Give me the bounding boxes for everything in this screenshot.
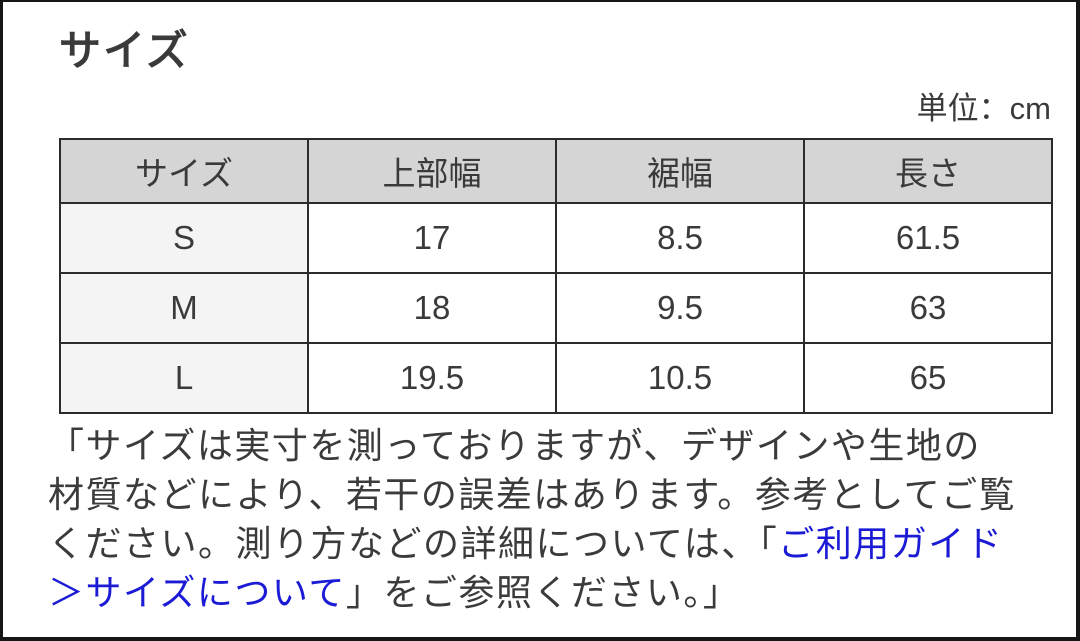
header-top-width: 上部幅 — [307, 138, 557, 204]
header-size: サイズ — [59, 138, 309, 204]
cell-length: 61.5 — [803, 202, 1053, 274]
row-size-label: M — [59, 272, 309, 344]
size-disclaimer-note: 「サイズは実寸を測っておりますが、デザインや生地の 材質などにより、若干の誤差は… — [48, 421, 1053, 617]
note-line-2: 材質などにより、若干の誤差はあります。参考としてご覧 — [48, 474, 1017, 515]
usage-guide-link[interactable]: ご利用ガイド — [778, 523, 1004, 564]
unit-label: 単位：cm — [916, 91, 1051, 126]
row-size-label: S — [59, 202, 309, 274]
note-line-3: ください。測り方などの詳細については、「ご利用ガイド — [48, 519, 1053, 568]
size-table: サイズ 上部幅 裾幅 長さ S 17 8.5 61.5 M 18 9.5 63 … — [59, 138, 1053, 414]
cell-hem-width: 10.5 — [555, 342, 805, 414]
cell-top-width: 18 — [307, 272, 557, 344]
cell-hem-width: 8.5 — [555, 202, 805, 274]
header-length: 長さ — [803, 138, 1053, 204]
cell-top-width: 19.5 — [307, 342, 557, 414]
note-text: 」をご参照ください。」 — [345, 572, 741, 613]
usage-guide-link[interactable]: ＞サイズについて — [48, 572, 346, 613]
cell-length: 63 — [803, 272, 1053, 344]
section-title: サイズ — [59, 27, 190, 74]
row-size-label: L — [59, 342, 309, 414]
cell-length: 65 — [803, 342, 1053, 414]
cell-top-width: 17 — [307, 202, 557, 274]
table-row: L 19.5 10.5 65 — [59, 342, 1053, 414]
table-row: S 17 8.5 61.5 — [59, 202, 1053, 274]
cell-hem-width: 9.5 — [555, 272, 805, 344]
size-chart-section: サイズ 単位：cm サイズ 上部幅 裾幅 長さ S 17 8.5 61.5 M … — [3, 26, 1076, 617]
note-line-1: 「サイズは実寸を測っておりますが、デザインや生地の — [48, 425, 981, 466]
table-header-row: サイズ 上部幅 裾幅 長さ — [59, 138, 1053, 204]
header-hem-width: 裾幅 — [555, 138, 805, 204]
note-text: ください。測り方などの詳細については、「 — [48, 523, 779, 564]
note-line-4: ＞サイズについて」をご参照ください。」 — [48, 568, 1053, 617]
table-row: M 18 9.5 63 — [59, 272, 1053, 344]
